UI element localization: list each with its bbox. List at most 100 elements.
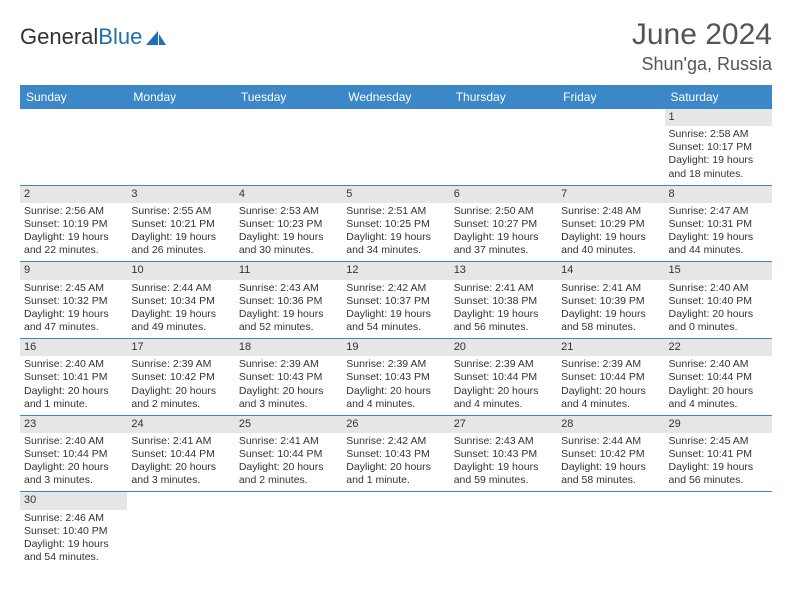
day-number: 8 [665,186,772,203]
sunset-text: Sunset: 10:41 PM [24,371,123,384]
day-content: Sunrise: 2:39 AMSunset: 10:42 PMDaylight… [127,356,234,415]
sunset-text: Sunset: 10:42 PM [131,371,230,384]
daylight-text: Daylight: 20 hours and 2 minutes. [239,461,338,487]
calendar-head: SundayMondayTuesdayWednesdayThursdayFrid… [20,85,772,109]
daylight-text: Daylight: 20 hours and 0 minutes. [669,308,768,334]
sunset-text: Sunset: 10:31 PM [669,218,768,231]
sunset-text: Sunset: 10:37 PM [346,295,445,308]
day-content: Sunrise: 2:42 AMSunset: 10:37 PMDaylight… [342,280,449,339]
day-number: 19 [342,339,449,356]
sunrise-text: Sunrise: 2:43 AM [454,435,553,448]
daylight-text: Daylight: 20 hours and 1 minute. [24,385,123,411]
header: GeneralBlue June 2024 Shun'ga, Russia [20,18,772,75]
sunrise-text: Sunrise: 2:50 AM [454,205,553,218]
day-cell: 28Sunrise: 2:44 AMSunset: 10:42 PMDaylig… [557,415,664,492]
day-content: Sunrise: 2:41 AMSunset: 10:44 PMDaylight… [235,433,342,492]
sail-icon [145,29,167,47]
day-cell: 17Sunrise: 2:39 AMSunset: 10:42 PMDaylig… [127,339,234,416]
day-cell: 5Sunrise: 2:51 AMSunset: 10:25 PMDayligh… [342,185,449,262]
day-number: 12 [342,262,449,279]
day-number: 29 [665,416,772,433]
sunset-text: Sunset: 10:39 PM [561,295,660,308]
day-content: Sunrise: 2:43 AMSunset: 10:43 PMDaylight… [450,433,557,492]
sunset-text: Sunset: 10:44 PM [131,448,230,461]
empty-cell [127,492,234,568]
empty-cell [557,492,664,568]
day-content: Sunrise: 2:45 AMSunset: 10:32 PMDaylight… [20,280,127,339]
sunset-text: Sunset: 10:27 PM [454,218,553,231]
daylight-text: Daylight: 19 hours and 26 minutes. [131,231,230,257]
weekday-header: Thursday [450,85,557,109]
day-content: Sunrise: 2:41 AMSunset: 10:38 PMDaylight… [450,280,557,339]
day-cell: 15Sunrise: 2:40 AMSunset: 10:40 PMDaylig… [665,262,772,339]
day-content: Sunrise: 2:41 AMSunset: 10:39 PMDaylight… [557,280,664,339]
calendar-row: 9Sunrise: 2:45 AMSunset: 10:32 PMDayligh… [20,262,772,339]
day-number: 25 [235,416,342,433]
sunset-text: Sunset: 10:25 PM [346,218,445,231]
day-number: 26 [342,416,449,433]
daylight-text: Daylight: 19 hours and 59 minutes. [454,461,553,487]
sunrise-text: Sunrise: 2:39 AM [239,358,338,371]
daylight-text: Daylight: 20 hours and 4 minutes. [454,385,553,411]
sunrise-text: Sunrise: 2:40 AM [24,358,123,371]
day-cell: 4Sunrise: 2:53 AMSunset: 10:23 PMDayligh… [235,185,342,262]
daylight-text: Daylight: 19 hours and 52 minutes. [239,308,338,334]
sunset-text: Sunset: 10:32 PM [24,295,123,308]
sunrise-text: Sunrise: 2:45 AM [24,282,123,295]
sunset-text: Sunset: 10:29 PM [561,218,660,231]
empty-cell [20,109,127,185]
daylight-text: Daylight: 19 hours and 56 minutes. [454,308,553,334]
day-number: 27 [450,416,557,433]
sunset-text: Sunset: 10:42 PM [561,448,660,461]
sunrise-text: Sunrise: 2:39 AM [454,358,553,371]
empty-cell [342,492,449,568]
day-number: 2 [20,186,127,203]
day-number: 3 [127,186,234,203]
day-content: Sunrise: 2:50 AMSunset: 10:27 PMDaylight… [450,203,557,262]
daylight-text: Daylight: 20 hours and 3 minutes. [131,461,230,487]
sunset-text: Sunset: 10:40 PM [24,525,123,538]
day-content: Sunrise: 2:56 AMSunset: 10:19 PMDaylight… [20,203,127,262]
day-cell: 7Sunrise: 2:48 AMSunset: 10:29 PMDayligh… [557,185,664,262]
sunrise-text: Sunrise: 2:44 AM [131,282,230,295]
day-content: Sunrise: 2:40 AMSunset: 10:41 PMDaylight… [20,356,127,415]
day-cell: 20Sunrise: 2:39 AMSunset: 10:44 PMDaylig… [450,339,557,416]
daylight-text: Daylight: 19 hours and 37 minutes. [454,231,553,257]
daylight-text: Daylight: 19 hours and 30 minutes. [239,231,338,257]
calendar-page: GeneralBlue June 2024 Shun'ga, Russia Su… [0,0,792,568]
day-cell: 3Sunrise: 2:55 AMSunset: 10:21 PMDayligh… [127,185,234,262]
sunset-text: Sunset: 10:43 PM [346,448,445,461]
sunset-text: Sunset: 10:44 PM [24,448,123,461]
day-number: 24 [127,416,234,433]
sunrise-text: Sunrise: 2:41 AM [131,435,230,448]
daylight-text: Daylight: 20 hours and 3 minutes. [24,461,123,487]
sunrise-text: Sunrise: 2:40 AM [24,435,123,448]
daylight-text: Daylight: 19 hours and 18 minutes. [669,154,768,180]
weekday-header: Tuesday [235,85,342,109]
day-cell: 8Sunrise: 2:47 AMSunset: 10:31 PMDayligh… [665,185,772,262]
sunrise-text: Sunrise: 2:58 AM [669,128,768,141]
day-content: Sunrise: 2:45 AMSunset: 10:41 PMDaylight… [665,433,772,492]
sunrise-text: Sunrise: 2:53 AM [239,205,338,218]
day-cell: 19Sunrise: 2:39 AMSunset: 10:43 PMDaylig… [342,339,449,416]
sunset-text: Sunset: 10:44 PM [669,371,768,384]
daylight-text: Daylight: 19 hours and 54 minutes. [24,538,123,564]
day-cell: 29Sunrise: 2:45 AMSunset: 10:41 PMDaylig… [665,415,772,492]
sunrise-text: Sunrise: 2:48 AM [561,205,660,218]
sunrise-text: Sunrise: 2:55 AM [131,205,230,218]
sunset-text: Sunset: 10:41 PM [669,448,768,461]
sunrise-text: Sunrise: 2:46 AM [24,512,123,525]
empty-cell [450,109,557,185]
day-number: 10 [127,262,234,279]
weekday-row: SundayMondayTuesdayWednesdayThursdayFrid… [20,85,772,109]
day-content: Sunrise: 2:39 AMSunset: 10:44 PMDaylight… [557,356,664,415]
sunrise-text: Sunrise: 2:39 AM [561,358,660,371]
day-cell: 30Sunrise: 2:46 AMSunset: 10:40 PMDaylig… [20,492,127,568]
day-cell: 9Sunrise: 2:45 AMSunset: 10:32 PMDayligh… [20,262,127,339]
day-content: Sunrise: 2:53 AMSunset: 10:23 PMDaylight… [235,203,342,262]
weekday-header: Monday [127,85,234,109]
daylight-text: Daylight: 20 hours and 2 minutes. [131,385,230,411]
day-cell: 13Sunrise: 2:41 AMSunset: 10:38 PMDaylig… [450,262,557,339]
day-number: 14 [557,262,664,279]
day-cell: 16Sunrise: 2:40 AMSunset: 10:41 PMDaylig… [20,339,127,416]
